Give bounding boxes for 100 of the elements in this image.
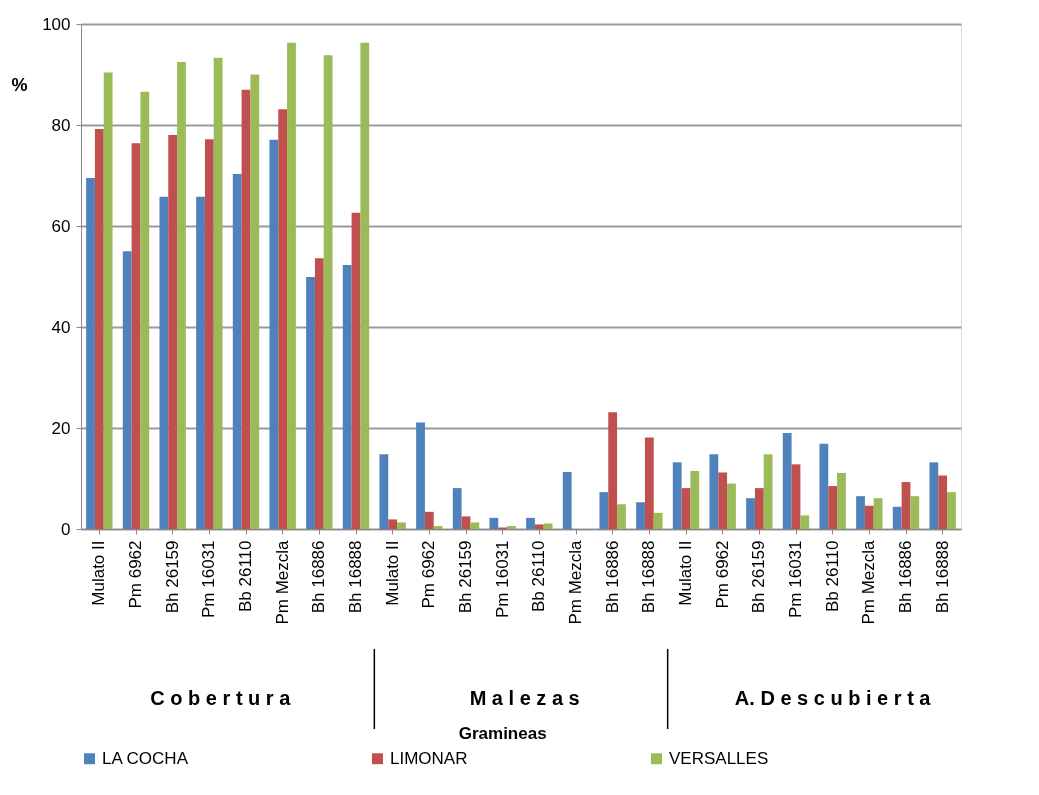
- x-tick-label: Pm Mezcla: [566, 539, 585, 625]
- x-tick-label: Bb 26110: [822, 540, 842, 613]
- x-tick-label: Bh 16888: [932, 540, 952, 614]
- x-tick-label: Mulato II: [676, 540, 695, 606]
- bar: [196, 196, 205, 529]
- bar: [213, 57, 223, 529]
- bar: [461, 516, 471, 529]
- bar: [653, 512, 663, 529]
- bar: [782, 433, 792, 529]
- bar: [388, 519, 398, 529]
- x-tick-label: Pm 6962: [126, 540, 145, 609]
- y-tick-label: 40: [51, 317, 71, 337]
- bar: [424, 511, 434, 529]
- bar: [690, 470, 700, 529]
- bar: [644, 437, 654, 529]
- bar: [938, 475, 948, 529]
- bar: [323, 55, 333, 529]
- bar: [94, 129, 104, 529]
- x-tick-label: Bh 16888: [639, 540, 659, 614]
- bar: [763, 454, 773, 529]
- bar: [103, 72, 113, 529]
- bar: [470, 522, 480, 529]
- bar: [177, 61, 186, 529]
- y-tick-label: 20: [51, 418, 71, 438]
- bar: [241, 89, 251, 529]
- x-tick-label: Bh 26159: [749, 540, 769, 614]
- bar: [892, 506, 902, 529]
- bar: [929, 462, 939, 529]
- x-tick-label: Bh 16886: [602, 540, 622, 614]
- bar: [507, 525, 516, 529]
- bar: [617, 504, 626, 529]
- bar: [140, 91, 150, 529]
- bar: [452, 488, 462, 529]
- x-tick-label: Pm Mezcla: [859, 539, 879, 625]
- x-tick-label: Pm 16031: [786, 540, 805, 618]
- bar: [599, 492, 609, 529]
- bar: [947, 492, 956, 529]
- bar: [122, 251, 132, 529]
- x-tick-label: Bh 26159: [162, 540, 182, 614]
- bar: [379, 454, 389, 529]
- bar: [910, 496, 920, 529]
- legend-label: VERSALLES: [669, 748, 769, 768]
- x-tick-label: Bh 16888: [346, 540, 365, 614]
- bar: [397, 522, 406, 529]
- bar: [168, 135, 178, 529]
- bar: [232, 173, 242, 529]
- bar: [534, 524, 544, 529]
- bar: [526, 517, 535, 529]
- bar: [746, 498, 755, 529]
- x-tick-label: Pm 6962: [419, 540, 439, 609]
- bar: [250, 74, 260, 529]
- bar: [837, 472, 846, 529]
- bar: [608, 412, 618, 529]
- y-tick-label: 0: [61, 519, 71, 539]
- bar: [901, 482, 911, 529]
- bar: [800, 515, 810, 529]
- bar: [819, 443, 829, 529]
- bar: [278, 109, 288, 529]
- bar: [269, 139, 279, 529]
- bar: [287, 42, 296, 529]
- x-tick-label: Bh 16886: [309, 540, 329, 614]
- x-tick-label: Bh 16886: [896, 540, 915, 614]
- bar: [342, 264, 352, 529]
- bar: [864, 505, 874, 529]
- y-tick-label: 100: [42, 14, 71, 34]
- legend-label: LIMONAR: [390, 748, 468, 768]
- y-axis-title: %: [11, 74, 28, 95]
- bar: [351, 212, 361, 529]
- bar: [828, 486, 838, 529]
- bar: [306, 277, 315, 529]
- x-tick-label: Bb 26110: [236, 540, 255, 613]
- bar: [727, 483, 736, 529]
- x-tick-label: Pm Mezcla: [272, 539, 292, 625]
- bar: [856, 496, 865, 529]
- bar: [754, 488, 764, 529]
- text: C o b e r t u r a: [150, 687, 292, 709]
- bar: [709, 454, 719, 529]
- legend-label: LA COCHA: [102, 748, 189, 768]
- bar: [86, 178, 95, 529]
- bar: [159, 196, 169, 529]
- bar: [562, 471, 572, 529]
- bar: [681, 488, 691, 529]
- x-tick-label: Bb 26110: [529, 540, 549, 613]
- bar: [873, 498, 883, 529]
- x-tick-label: Mulato II: [89, 540, 109, 606]
- bar: [489, 517, 499, 529]
- x-tick-label: Pm 16031: [199, 540, 219, 618]
- y-tick-label: 60: [51, 216, 71, 236]
- bar: [543, 523, 553, 529]
- bar: [360, 42, 370, 529]
- bar: [131, 143, 141, 529]
- bar: [672, 462, 682, 529]
- text: A. D e s c u b i e r t a: [734, 687, 932, 709]
- bar: [433, 525, 443, 529]
- bar: [791, 464, 801, 529]
- y-tick-label: 80: [51, 115, 71, 135]
- bar: [718, 472, 728, 529]
- bar: [416, 422, 425, 529]
- bar: [636, 502, 645, 529]
- x-tick-label: Mulato II: [382, 540, 402, 606]
